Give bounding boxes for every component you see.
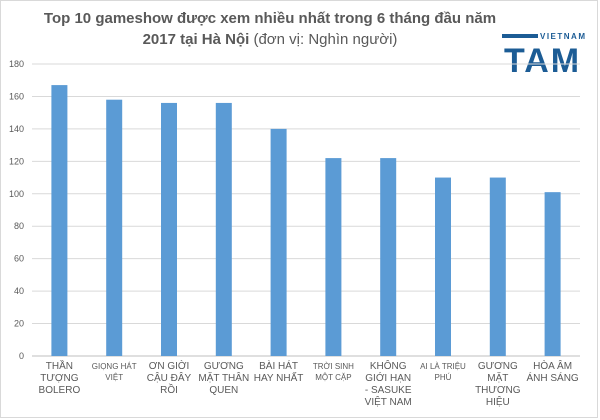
bar-3 xyxy=(161,102,177,356)
logo-bar-left xyxy=(502,34,538,38)
vietnam-tam-logo: VIETNAM TAM xyxy=(502,32,587,74)
logo-top-text: VIETNAM xyxy=(540,32,587,41)
x-category-label-9-3: THƯƠNG xyxy=(475,385,521,396)
bar-5 xyxy=(270,128,287,356)
x-category-label-4-1: GƯƠNG xyxy=(204,361,244,372)
x-category-label-2-1: GIỌNG HÁT xyxy=(92,362,137,371)
x-category-label-7-4: VIỆT NAM xyxy=(365,395,412,408)
bar-2 xyxy=(106,99,123,356)
bar-8 xyxy=(435,177,451,356)
x-category-label-8-2: PHÚ xyxy=(435,373,452,382)
x-category-label-1-3: BOLERO xyxy=(39,385,81,396)
x-category-label-9-2: MẶT xyxy=(487,371,508,384)
y-tick-label-80: 80 xyxy=(14,221,24,231)
chart-title: Top 10 gameshow được xem nhiều nhất tron… xyxy=(40,8,500,50)
x-category-label-1-2: TƯỢNG xyxy=(40,373,78,384)
y-tick-label-160: 160 xyxy=(9,91,24,101)
chart-title-main: Top 10 gameshow được xem nhiều nhất tron… xyxy=(43,10,497,48)
y-tick-label-0: 0 xyxy=(19,351,24,361)
y-tick-label-120: 120 xyxy=(9,156,24,166)
x-category-label-5-1: BÀI HÁT xyxy=(259,359,298,372)
bar-1 xyxy=(51,85,68,356)
x-category-label-6-1: TRỜI SINH xyxy=(313,362,354,371)
x-category-label-2-2: VIỆT xyxy=(105,373,123,382)
x-category-label-8-1: AI LÀ TRIỆU xyxy=(420,362,466,371)
bar-10 xyxy=(544,192,561,356)
x-category-label-9-1: GƯƠNG xyxy=(478,361,518,372)
bar-6 xyxy=(325,158,342,356)
y-tick-label-60: 60 xyxy=(14,254,24,264)
x-category-label-7-1: KHÔNG xyxy=(370,359,407,372)
bar-9 xyxy=(489,177,506,356)
bar-7 xyxy=(380,158,397,356)
x-category-label-1-1: THẦN xyxy=(46,359,73,372)
x-category-label-3-3: RỒI xyxy=(160,383,178,396)
y-tick-label-40: 40 xyxy=(14,286,24,296)
x-category-label-9-4: HIỆU xyxy=(486,395,510,408)
x-category-label-4-3: QUEN xyxy=(209,385,238,396)
x-category-label-7-2: GIỚI HẠN xyxy=(365,371,411,384)
chart-title-unit: (đơn vị: Nghìn người) xyxy=(253,31,398,48)
y-tick-label-140: 140 xyxy=(9,124,24,134)
x-category-label-7-3: - SASUKE xyxy=(365,385,412,396)
x-category-label-4-2: MẶT THÂN xyxy=(198,371,249,384)
y-tick-label-20: 20 xyxy=(14,319,24,329)
x-category-label-5-2: HAY NHẤT xyxy=(254,371,304,384)
x-category-label-10-2: ÁNH SÁNG xyxy=(526,371,578,384)
bar-4 xyxy=(215,102,232,356)
logo-main-text: TAM xyxy=(504,42,581,74)
x-category-label-3-1: ƠN GIỜI xyxy=(149,359,189,372)
y-tick-label-180: 180 xyxy=(9,59,24,69)
x-category-label-6-2: MỘT CẶP xyxy=(315,373,351,382)
x-category-label-3-2: CẬU ĐÂY xyxy=(147,371,192,384)
y-tick-label-100: 100 xyxy=(9,189,24,199)
x-category-label-10-1: HÒA ÂM xyxy=(533,359,572,372)
